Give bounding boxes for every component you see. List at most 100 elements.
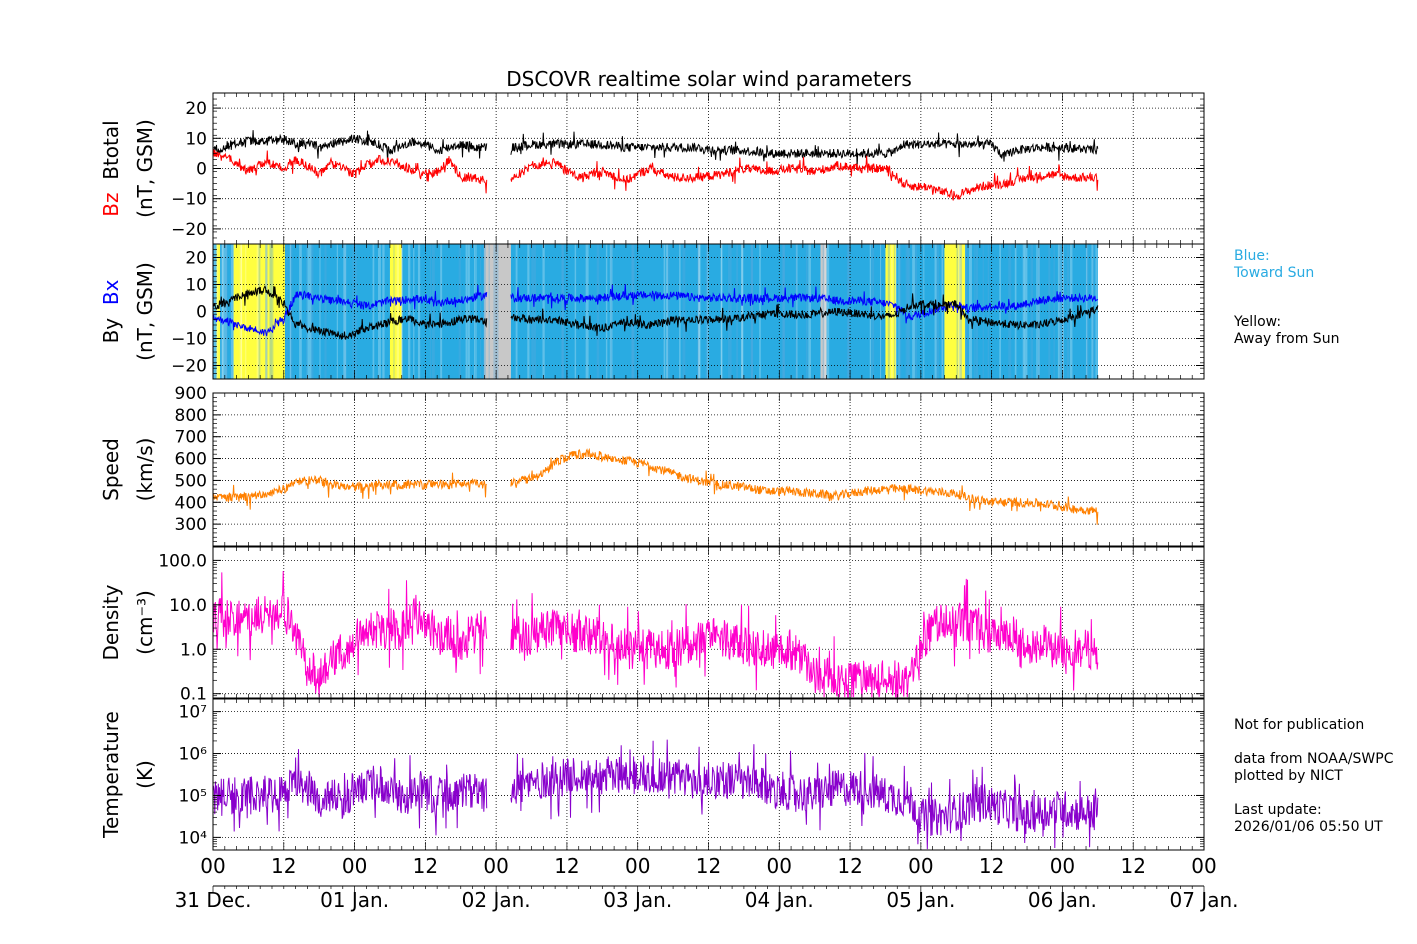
sector-band-away xyxy=(885,244,897,379)
sector-streak xyxy=(270,244,274,379)
y-tick-label: 10⁴ xyxy=(179,828,208,848)
x-hour-label: 12 xyxy=(696,854,721,878)
x-hour-label: 00 xyxy=(1050,854,1075,878)
y-tick-label: 10⁶ xyxy=(179,745,208,765)
sector-streak xyxy=(609,244,613,379)
y-tick-label: 800 xyxy=(175,406,207,426)
sector-streak xyxy=(905,244,909,379)
sector-streak xyxy=(1086,244,1089,379)
x-hour-label: 12 xyxy=(554,854,579,878)
sector-streak xyxy=(408,244,411,379)
sector-streak xyxy=(795,244,798,379)
sector-streak xyxy=(805,244,808,379)
panel-frame xyxy=(212,392,1205,547)
sector-streak xyxy=(682,244,686,379)
series-line-bz xyxy=(212,149,1099,201)
sector-streak xyxy=(783,244,786,379)
y-tick-label: 20 xyxy=(185,99,207,119)
sector-streak xyxy=(258,244,261,379)
x-day-label: 03 Jan. xyxy=(603,888,672,912)
sector-streak xyxy=(354,244,357,379)
chart-title: DSCOVR realtime solar wind parameters xyxy=(506,67,912,91)
sector-streak xyxy=(1048,244,1051,379)
y-tick-label: 400 xyxy=(175,493,207,513)
legend-toward-desc: Toward Sun xyxy=(1234,265,1315,281)
plotted-by-note: plotted by NICT xyxy=(1234,768,1343,784)
y-axis-label-part: By xyxy=(99,318,123,344)
x-hour-label: 00 xyxy=(200,854,225,878)
sector-streak xyxy=(531,244,534,379)
legend-toward: Blue: Toward Sun xyxy=(1234,248,1314,282)
panel-btotal-bz: 20 10 0 −10 −20 Bz Btotal (nT, GSM) xyxy=(99,92,1205,245)
y-axis-unit: (nT, GSM) xyxy=(133,262,157,361)
y-tick-label: 10⁷ xyxy=(179,703,208,723)
series-line-by xyxy=(212,285,1099,340)
sector-streak xyxy=(871,244,875,379)
sector-streak xyxy=(465,244,468,379)
sector-streak xyxy=(230,244,234,379)
sector-streak xyxy=(307,244,311,379)
sector-streak xyxy=(879,244,882,379)
x-day-label: 05 Jan. xyxy=(886,888,955,912)
legend-away-desc: Away from Sun xyxy=(1234,331,1340,347)
sector-streak xyxy=(372,244,375,379)
y-axis-label: Speed xyxy=(99,438,123,501)
sector-streak xyxy=(299,244,301,379)
sector-streak xyxy=(574,244,577,379)
sector-streak xyxy=(736,244,739,379)
sector-streak xyxy=(1053,244,1055,379)
sector-streak xyxy=(319,244,321,379)
sector-streak xyxy=(822,244,825,379)
x-day-label: 06 Jan. xyxy=(1028,888,1097,912)
sector-streak xyxy=(265,244,268,379)
x-hour-label: 00 xyxy=(483,854,508,878)
y-axis-label-part: Btotal xyxy=(99,120,123,192)
sector-streak xyxy=(336,244,338,379)
sector-streak xyxy=(344,244,346,379)
not-for-publication-note: Not for publication xyxy=(1234,717,1365,733)
sector-streak xyxy=(912,244,915,379)
sector-streak xyxy=(417,244,421,379)
y-tick-label: −20 xyxy=(171,357,207,377)
series-line-density xyxy=(212,570,1099,699)
x-day-label: 02 Jan. xyxy=(462,888,531,912)
sector-streak xyxy=(561,244,564,379)
sector-streak xyxy=(343,244,347,379)
sector-streak xyxy=(750,244,754,379)
sector-streak xyxy=(265,244,268,379)
y-tick-label: 0 xyxy=(196,160,207,180)
sector-band-toward xyxy=(401,244,485,379)
y-tick-label: 500 xyxy=(175,471,207,491)
notes-block: Not for publication data from NOAA/SWPC … xyxy=(1234,717,1393,836)
y-axis-label: By Bx xyxy=(99,279,123,343)
last-update-value: 2026/01/06 05:50 UT xyxy=(1234,819,1383,835)
y-tick-label: 900 xyxy=(175,384,207,404)
sector-streak xyxy=(265,244,268,379)
sector-streak xyxy=(610,244,612,379)
data-source-note: data from NOAA/SWPC xyxy=(1234,751,1394,767)
sector-streak xyxy=(679,244,681,379)
y-axis-label-part: Bz xyxy=(99,192,123,216)
y-tick-label: 10 xyxy=(185,129,207,149)
sector-streak xyxy=(730,244,732,379)
sector-streak xyxy=(1014,244,1017,379)
sector-streak xyxy=(697,244,700,379)
sector-streak xyxy=(413,244,415,379)
sector-streak xyxy=(324,244,327,379)
sector-streak xyxy=(241,244,243,379)
sector-streak xyxy=(482,244,486,379)
sector-streak xyxy=(826,244,830,379)
sector-streak xyxy=(1030,244,1034,379)
sector-band-gap xyxy=(820,244,827,379)
sector-streak xyxy=(585,244,589,379)
sector-streak xyxy=(808,244,811,379)
sector-streak xyxy=(720,244,722,379)
y-axis-unit: (km/s) xyxy=(133,438,157,502)
panel-temperature: 10⁷ 10⁶ 10⁵ 10⁴ Temperature (K) xyxy=(99,698,1205,851)
sector-streak xyxy=(475,244,477,379)
sector-streak xyxy=(1036,244,1038,379)
sector-streak xyxy=(431,244,435,379)
y-tick-label: 700 xyxy=(175,428,207,448)
